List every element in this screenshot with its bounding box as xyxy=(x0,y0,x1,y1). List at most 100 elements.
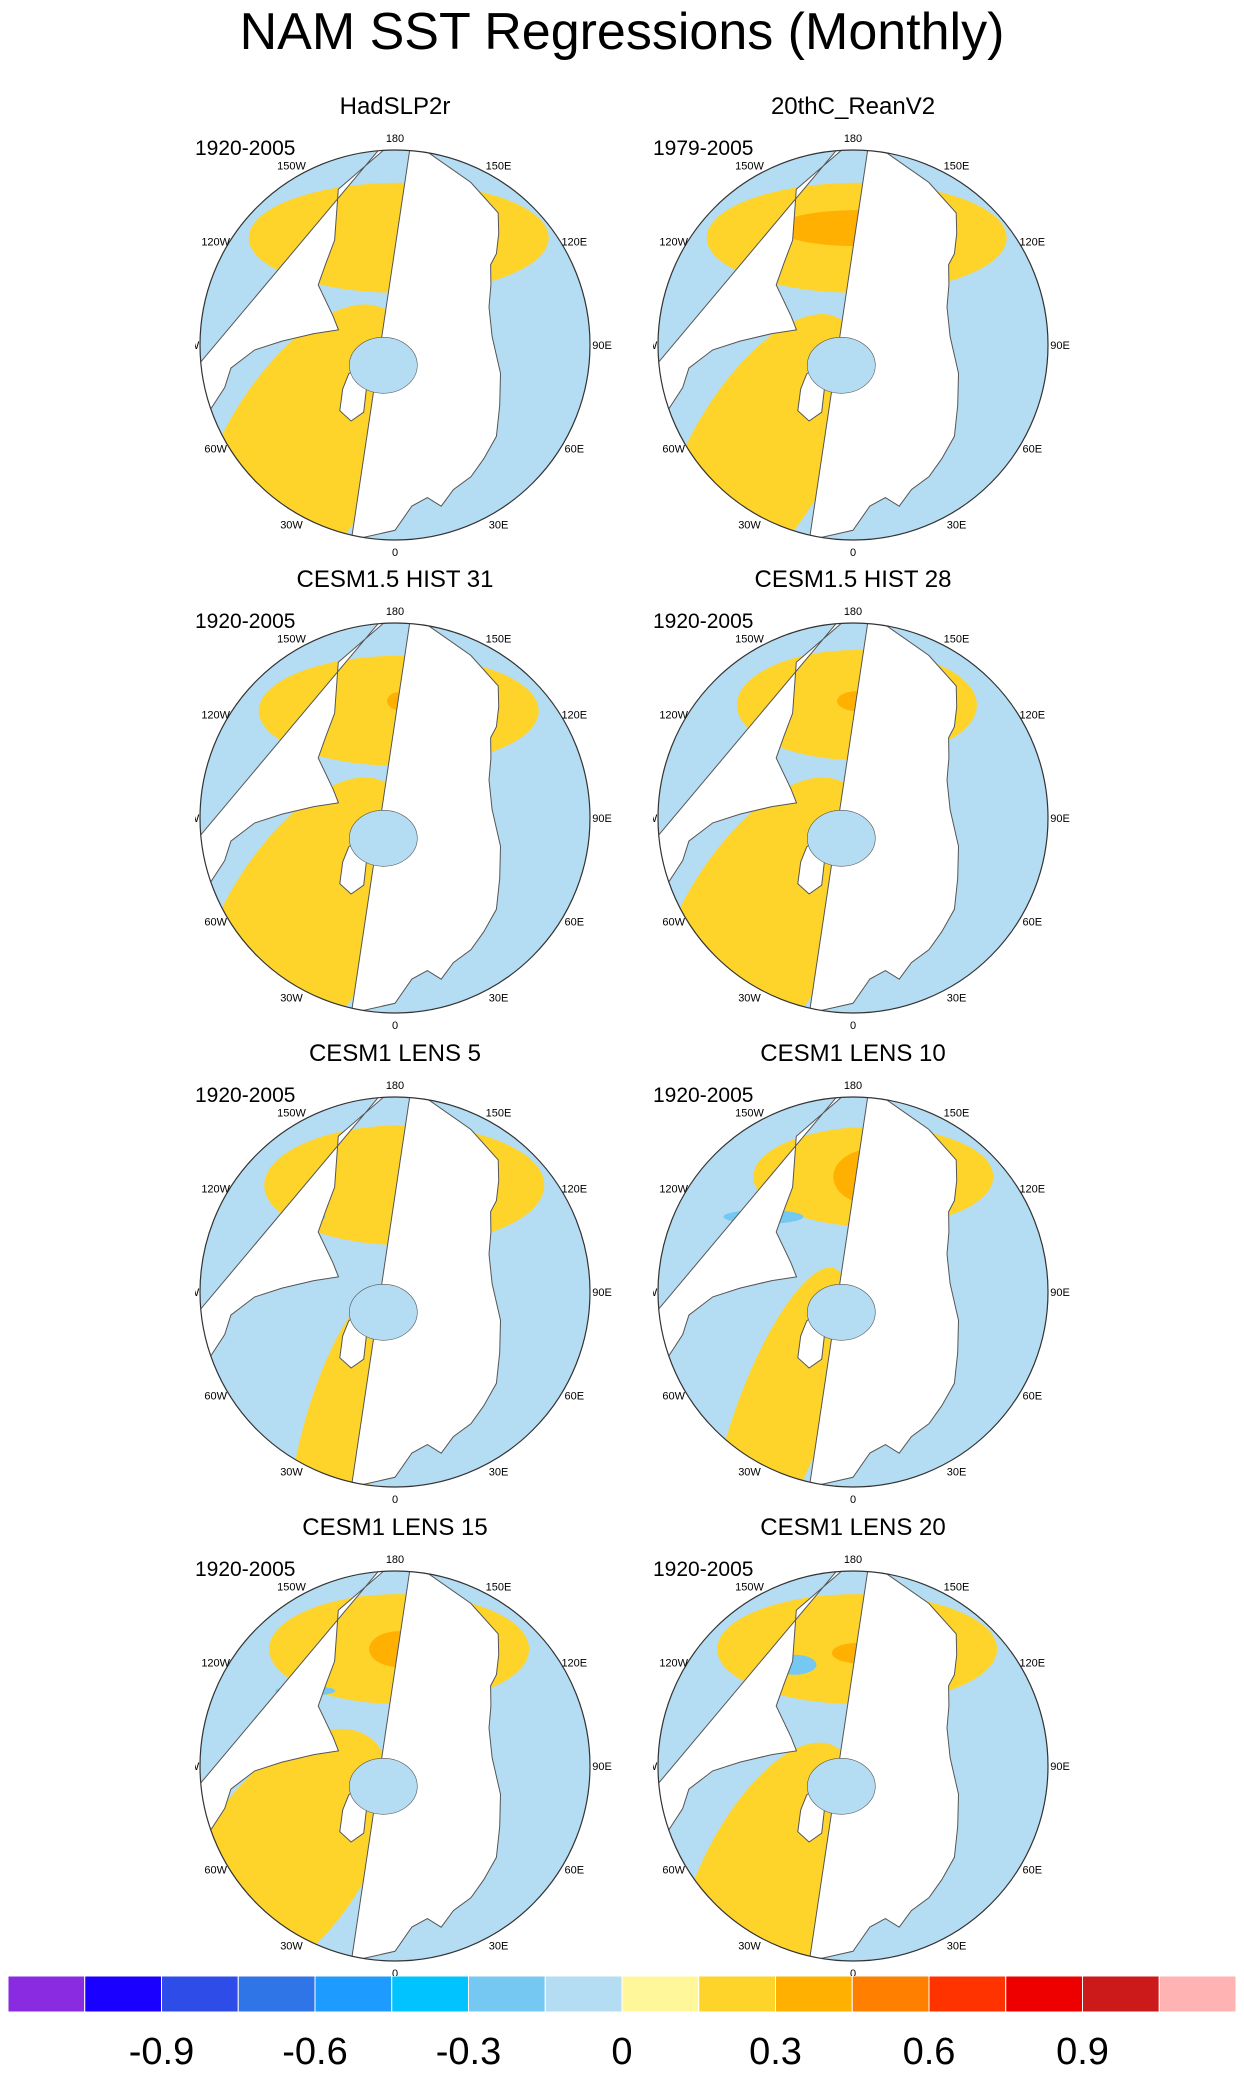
longitude-label: 60E xyxy=(565,444,585,456)
longitude-label: 90W xyxy=(653,340,658,352)
colorbar-swatch xyxy=(1082,1976,1160,2012)
longitude-label: 150E xyxy=(486,1108,512,1120)
panel-title: CESM1 LENS 20 xyxy=(760,1514,946,1541)
polar-map: 180 150E 120E 90E 60E 30E 0 30W 60W 90W 120W 150W xyxy=(653,1080,1070,1506)
longitude-label: 30W xyxy=(280,1940,303,1952)
panel-period: 1979-2005 xyxy=(653,137,754,160)
longitude-label: 30E xyxy=(947,1466,967,1478)
longitude-label: 150W xyxy=(735,161,764,173)
colorbar-swatch xyxy=(775,1976,853,2012)
colorbar-swatch xyxy=(544,1976,623,2012)
map-panel: 180 150E 120E 90E 60E 30E 0 30W 60W 90W 120W 150W CE… xyxy=(653,1514,1113,1986)
map-border xyxy=(657,622,1049,1014)
colorbar-tick-label: -0.3 xyxy=(435,2031,502,2073)
colorbar-swatch xyxy=(84,1976,162,2012)
longitude-label: 60E xyxy=(1023,1391,1043,1403)
land-north-america xyxy=(658,1097,854,1361)
longitude-label: 120W xyxy=(201,1658,230,1670)
longitude-label: 180 xyxy=(844,606,862,618)
longitude-label: 120E xyxy=(561,237,587,249)
longitude-label: 150E xyxy=(486,1582,512,1594)
arctic-ocean xyxy=(807,336,876,394)
longitude-label: 90E xyxy=(592,1761,612,1773)
longitude-label: 30E xyxy=(489,1466,509,1478)
colorbar-swatch xyxy=(851,1976,930,2012)
colorbar-tick-label: 0.6 xyxy=(902,2031,956,2073)
longitude-label: 90E xyxy=(1050,340,1070,352)
colorbar-swatch xyxy=(391,1976,469,2012)
map-panel: 180 150E 120E 90E 60E 30E 0 30W 60W 90W 120W 150W CE… xyxy=(653,1040,1113,1512)
map-border xyxy=(199,149,591,541)
longitude-label: 30W xyxy=(280,519,303,531)
polar-map: 180 150E 120E 90E 60E 30E 0 30W 60W 90W 120W 150W xyxy=(195,133,612,559)
colorbar-swatch xyxy=(1005,1976,1083,2012)
longitude-label: 90W xyxy=(653,813,658,825)
longitude-label: 60E xyxy=(565,1865,585,1877)
arctic-ocean xyxy=(349,809,418,867)
land-north-america xyxy=(200,623,396,887)
longitude-label: 120E xyxy=(1019,237,1045,249)
land-eurasia xyxy=(345,623,502,1013)
longitude-label: 90W xyxy=(195,1287,200,1299)
colorbar-swatch xyxy=(314,1976,393,2012)
longitude-label: 0 xyxy=(392,547,398,559)
longitude-label: 150E xyxy=(944,161,970,173)
longitude-label: 180 xyxy=(844,1080,862,1092)
longitude-label: 60W xyxy=(204,917,227,929)
longitude-label: 120W xyxy=(201,1184,230,1196)
colorbar-swatch xyxy=(237,1976,316,2012)
longitude-label: 180 xyxy=(844,1554,862,1566)
longitude-label: 90E xyxy=(1050,1287,1070,1299)
longitude-label: 0 xyxy=(850,1968,856,1980)
panel-period: 1920-2005 xyxy=(653,610,754,633)
panel-title: HadSLP2r xyxy=(339,93,451,120)
land-eurasia xyxy=(803,150,960,540)
longitude-label: 150W xyxy=(277,161,306,173)
longitude-label: 120W xyxy=(201,237,230,249)
longitude-label: 30E xyxy=(947,519,967,531)
longitude-label: 30E xyxy=(947,1940,967,1952)
polar-map: 180 150E 120E 90E 60E 30E 0 30W 60W 90W 120W 150W xyxy=(653,1554,1070,1980)
longitude-label: 60W xyxy=(662,917,685,929)
arctic-ocean xyxy=(349,336,418,394)
longitude-label: 150W xyxy=(277,1582,306,1594)
longitude-label: 60E xyxy=(565,1391,585,1403)
polar-map: 180 150E 120E 90E 60E 30E 0 30W 60W 90W 120W 150W xyxy=(195,1080,612,1506)
longitude-label: 90W xyxy=(653,1287,658,1299)
longitude-label: 30W xyxy=(738,519,761,531)
longitude-label: 30W xyxy=(738,1466,761,1478)
colorbar-tick-label: 0 xyxy=(611,2031,633,2073)
longitude-label: 30E xyxy=(489,519,509,531)
land-eurasia xyxy=(345,1097,502,1487)
arctic-ocean xyxy=(807,809,876,867)
panel-title: CESM1 LENS 10 xyxy=(760,1040,946,1067)
map-panel: 180 150E 120E 90E 60E 30E 0 30W 60W 90W 120W 150W 20… xyxy=(653,93,1113,565)
longitude-label: 60W xyxy=(662,1865,685,1877)
land-north-america xyxy=(658,623,854,887)
longitude-label: 120E xyxy=(561,710,587,722)
arctic-ocean xyxy=(807,1757,876,1815)
longitude-label: 120W xyxy=(201,710,230,722)
longitude-label: 120E xyxy=(1019,710,1045,722)
polar-map: 180 150E 120E 90E 60E 30E 0 30W 60W 90W 120W 150W xyxy=(195,1554,612,1980)
panel-title: 20thC_ReanV2 xyxy=(770,93,936,120)
page-title: NAM SST Regressions (Monthly) xyxy=(239,3,1005,61)
land-eurasia xyxy=(803,1571,960,1961)
colorbar-swatch xyxy=(468,1976,546,2012)
land-eurasia xyxy=(345,150,502,540)
longitude-label: 150E xyxy=(944,1108,970,1120)
panel-title: CESM1.5 HIST 31 xyxy=(296,566,494,593)
longitude-label: 120E xyxy=(1019,1658,1045,1670)
colorbar-tick-label: -0.6 xyxy=(282,2031,348,2073)
longitude-label: 120W xyxy=(659,237,688,249)
panel-period: 1920-2005 xyxy=(195,1558,296,1581)
longitude-label: 180 xyxy=(386,606,404,618)
longitude-label: 90E xyxy=(592,813,612,825)
longitude-label: 150E xyxy=(486,161,512,173)
land-north-america xyxy=(658,150,854,414)
longitude-label: 180 xyxy=(386,133,404,145)
longitude-label: 30W xyxy=(738,992,761,1004)
longitude-label: 60E xyxy=(1023,1865,1043,1877)
map-panel: 180 150E 120E 90E 60E 30E 0 30W 60W 90W 120W 150W CE… xyxy=(195,1040,655,1512)
longitude-label: 60E xyxy=(1023,444,1043,456)
